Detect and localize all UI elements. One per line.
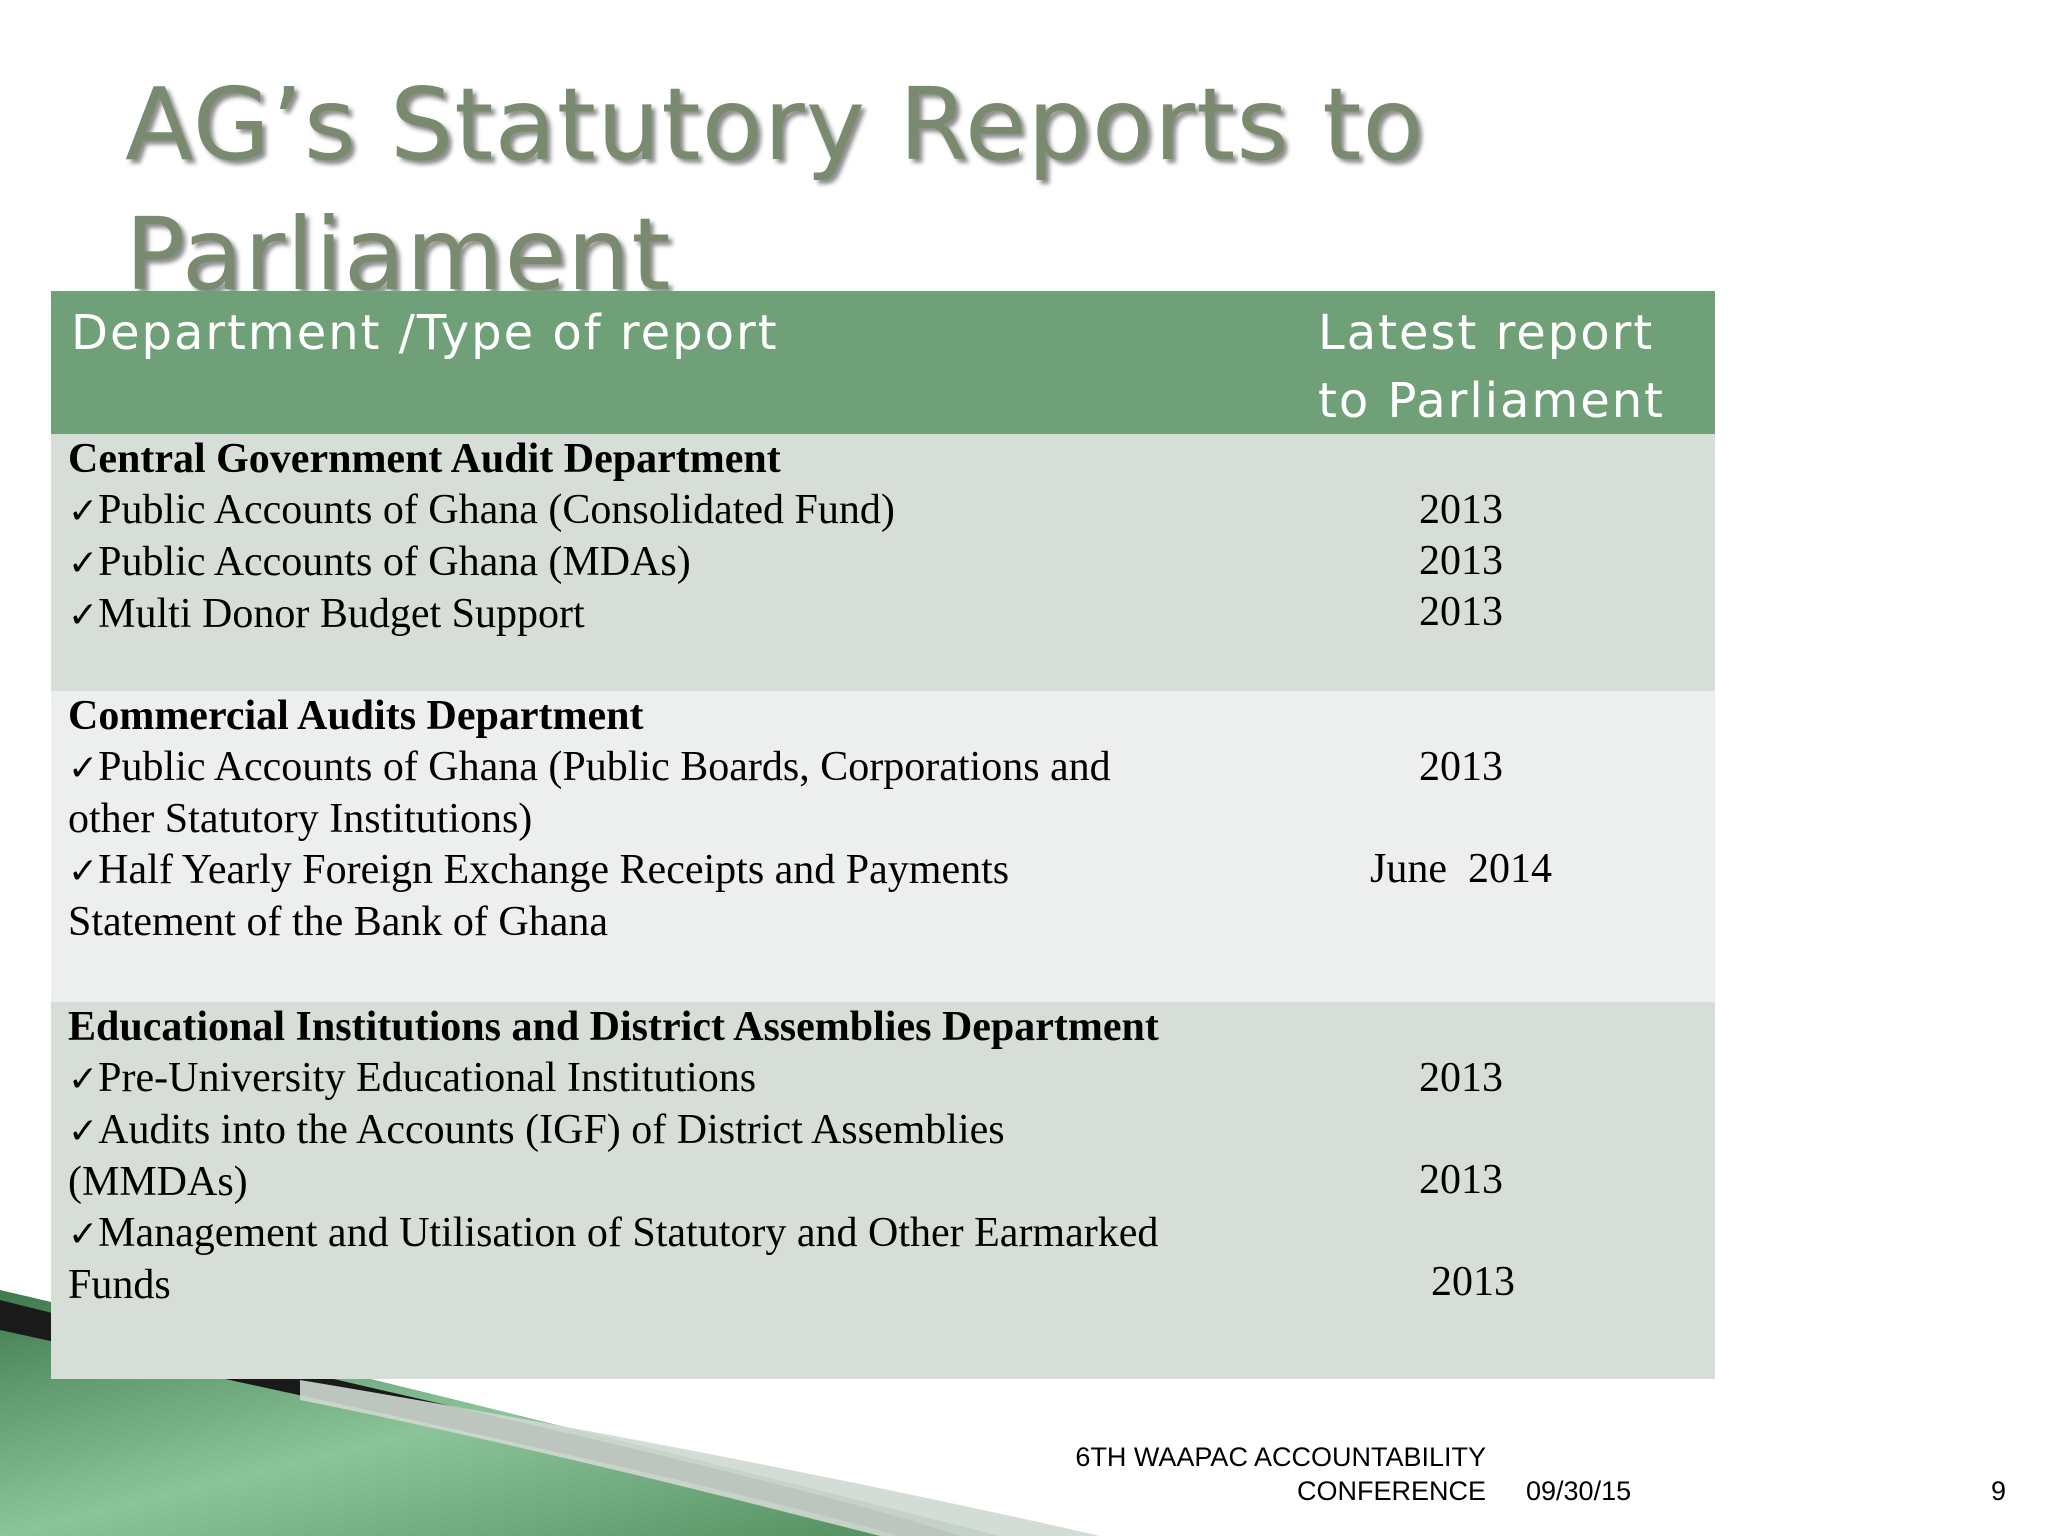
header-department-type: Department /Type of report (71, 305, 779, 361)
item-year: 2013 (1419, 589, 1503, 635)
list-item-continuation: other Statutory Institutions) (68, 796, 533, 842)
check-icon: ✓ (68, 1214, 99, 1255)
item-text: Public Accounts of Ghana (Consolidated F… (98, 487, 895, 533)
check-icon: ✓ (68, 851, 99, 892)
item-text: Multi Donor Budget Support (98, 591, 585, 637)
check-icon: ✓ (68, 748, 99, 789)
list-item: ✓Public Accounts of Ghana (Consolidated … (68, 485, 1308, 537)
list-item-continuation: Funds (68, 1262, 171, 1308)
footer-conference-line-2: CONFERENCE (1296, 1476, 1486, 1506)
slide-title: AG’s Statutory Reports to Parliament (125, 60, 1725, 320)
section-commercial-audits: Commercial Audits Department ✓Public Acc… (51, 691, 1715, 1002)
item-year: 2013 (1431, 1259, 1515, 1305)
item-text: Half Yearly Foreign Exchange Receipts an… (98, 847, 1010, 893)
section-educational-district: Educational Institutions and District As… (51, 1002, 1715, 1379)
item-year: 2013 (1419, 1055, 1503, 1101)
check-icon: ✓ (68, 595, 99, 636)
list-item-continuation: (MMDAs) (68, 1159, 248, 1205)
list-item: ✓Management and Utilisation of Statutory… (68, 1208, 1308, 1260)
footer-date: 09/30/15 (1526, 1476, 1632, 1506)
title-line-1: AG’s Statutory Reports to (125, 66, 1425, 183)
section-heading: Educational Institutions and District As… (68, 1004, 1159, 1050)
footer-conference: 6TH WAAPAC ACCOUNTABILITY CONFERENCE (1040, 1440, 1486, 1508)
check-icon: ✓ (68, 543, 99, 584)
item-text: Public Accounts of Ghana (MDAs) (98, 539, 691, 585)
check-icon: ✓ (68, 1111, 99, 1152)
item-text: Pre-University Educational Institutions (98, 1055, 757, 1101)
page-number: 9 (1990, 1476, 2006, 1506)
list-item: ✓Public Accounts of Ghana (Public Boards… (68, 742, 1308, 794)
list-item: ✓Public Accounts of Ghana (MDAs) (68, 537, 1308, 589)
section-content: Educational Institutions and District As… (68, 1002, 1308, 1311)
item-year: June 2014 (1370, 846, 1552, 892)
section-central-government: Central Government Audit Department ✓Pub… (51, 434, 1715, 691)
item-text: Public Accounts of Ghana (Public Boards,… (98, 744, 1111, 790)
list-item: ✓Half Yearly Foreign Exchange Receipts a… (68, 845, 1308, 897)
list-item: ✓Multi Donor Budget Support (68, 589, 1308, 641)
item-year: 2013 (1419, 487, 1503, 533)
section-heading: Central Government Audit Department (68, 436, 781, 482)
section-content: Central Government Audit Department ✓Pub… (68, 434, 1308, 641)
item-text: Audits into the Accounts (IGF) of Distri… (98, 1107, 1005, 1153)
check-icon: ✓ (68, 1059, 99, 1100)
list-item: ✓Pre-University Educational Institutions (68, 1053, 1308, 1105)
header-latest-report-line-2: to Parliament (1318, 373, 1665, 429)
item-text: Management and Utilisation of Statutory … (98, 1210, 1159, 1256)
section-heading: Commercial Audits Department (68, 693, 644, 739)
header-latest-report-line-1: Latest report (1318, 305, 1655, 361)
section-content: Commercial Audits Department ✓Public Acc… (68, 691, 1308, 948)
header-latest-report: Latest report to Parliament (1318, 299, 1698, 435)
list-item: ✓Audits into the Accounts (IGF) of Distr… (68, 1105, 1308, 1157)
item-year: 2013 (1419, 1157, 1503, 1203)
check-icon: ✓ (68, 491, 99, 532)
table-header: Department /Type of report Latest report… (51, 291, 1715, 434)
item-year: 2013 (1419, 538, 1503, 584)
item-year: 2013 (1419, 744, 1503, 790)
footer-conference-line-1: 6TH WAAPAC ACCOUNTABILITY (1075, 1442, 1486, 1472)
list-item-continuation: Statement of the Bank of Ghana (68, 899, 609, 945)
